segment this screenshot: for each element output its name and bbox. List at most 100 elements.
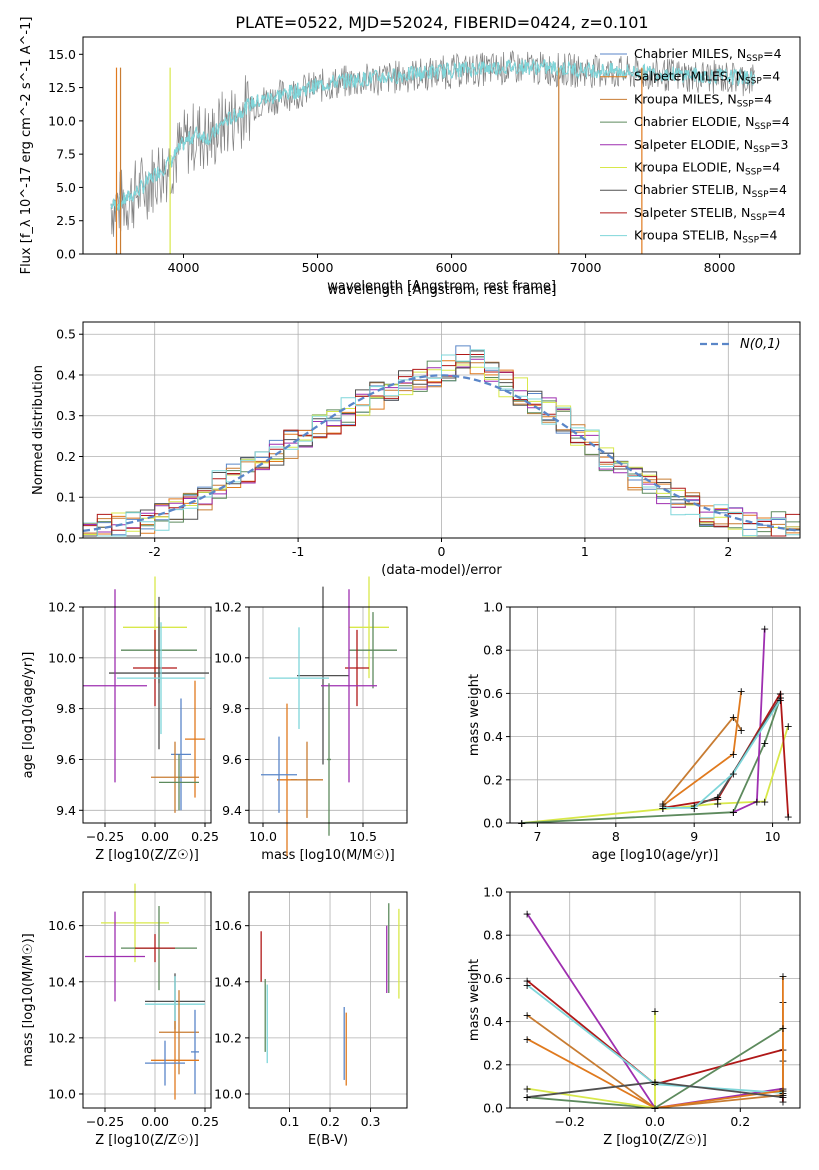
legend-subscript: SSP bbox=[753, 145, 770, 155]
x-tick-label: 10 bbox=[765, 829, 781, 844]
y-tick-label: 7.5 bbox=[56, 147, 76, 162]
weight-age-line bbox=[521, 725, 790, 824]
gaussian-curve bbox=[82, 374, 798, 533]
x-tick-label: 0.1 bbox=[280, 1114, 300, 1129]
x-axis-label: wavelength [Angstrom, rest frame] bbox=[328, 283, 557, 298]
y-tick-label: 0.3 bbox=[56, 408, 76, 423]
legend-value: =4 bbox=[763, 46, 781, 61]
weight-z-marker: + bbox=[522, 1091, 531, 1104]
y-tick-label: 0.2 bbox=[483, 772, 503, 787]
figure-title: PLATE=0522, MJD=52024, FIBERID=0424, z=0… bbox=[235, 13, 648, 32]
y-tick-label: 0.2 bbox=[56, 449, 76, 464]
y-tick-label: 5.0 bbox=[56, 180, 76, 195]
legend-subscript: SSP bbox=[745, 168, 762, 178]
weight-age-marker: + bbox=[776, 687, 785, 700]
histogram-step bbox=[83, 349, 800, 537]
legend-label: Kroupa MILES, NSSP=4 bbox=[634, 91, 772, 109]
legend-label: Kroupa STELIB, NSSP=4 bbox=[634, 228, 778, 246]
legend-value: =4 bbox=[762, 160, 780, 175]
x-tick-label: 7000 bbox=[570, 260, 602, 275]
weight-z-line bbox=[526, 976, 784, 1109]
x-tick-label: 0.00 bbox=[141, 829, 169, 844]
y-tick-label: 0.6 bbox=[483, 971, 503, 986]
y-tick-label: 10.0 bbox=[48, 1086, 76, 1101]
legend-label: Chabrier STELIB, NSSP=4 bbox=[634, 182, 787, 200]
weight-z-marker: + bbox=[522, 1091, 531, 1104]
y-tick-label: 10.2 bbox=[214, 1030, 242, 1045]
weight-age-marker: + bbox=[729, 748, 738, 761]
weight-age-marker: + bbox=[737, 724, 746, 737]
weight-z-marker: + bbox=[522, 1009, 531, 1022]
x-tick-label: −0.25 bbox=[86, 829, 124, 844]
y-tick-label: 0.4 bbox=[483, 729, 503, 744]
weight-age-marker: + bbox=[658, 802, 667, 815]
axes-frame bbox=[82, 321, 801, 539]
legend-value: =4 bbox=[754, 91, 772, 106]
weight-age-line bbox=[662, 691, 743, 807]
weight-z-marker: + bbox=[522, 1033, 531, 1046]
y-tick-label: 9.8 bbox=[222, 701, 242, 716]
y-tick-label: 10.6 bbox=[214, 918, 242, 933]
y-tick-label: 2.5 bbox=[56, 213, 76, 228]
legend-subscript: SSP bbox=[752, 190, 769, 200]
y-tick-label: 1.0 bbox=[483, 600, 503, 615]
y-tick-label: 10.2 bbox=[48, 1030, 76, 1045]
x-axis-label: age [log10(age/yr)] bbox=[592, 848, 719, 863]
x-axis-label: Z [log10(Z/Z☉)] bbox=[603, 1133, 707, 1148]
weight-z-marker: + bbox=[522, 1083, 531, 1096]
legend-label: Chabrier MILES, NSSP=4 bbox=[634, 46, 782, 64]
x-tick-label: 8 bbox=[612, 829, 620, 844]
y-tick-label: 0.2 bbox=[483, 1057, 503, 1072]
y-tick-label: 9.6 bbox=[56, 752, 76, 767]
x-tick-label: 0.2 bbox=[320, 1114, 340, 1129]
legend-value: =4 bbox=[759, 228, 777, 243]
y-tick-label: 0.8 bbox=[483, 643, 503, 658]
axes-frame bbox=[509, 606, 801, 824]
x-tick-label: 1 bbox=[581, 544, 589, 559]
weight-age-marker: + bbox=[752, 795, 761, 808]
y-tick-label: 0.4 bbox=[56, 367, 76, 382]
x-tick-label: 0.3 bbox=[361, 1114, 381, 1129]
weight-age-marker: + bbox=[713, 793, 722, 806]
y-tick-label: 0.8 bbox=[483, 928, 503, 943]
legend-subscript: SSP bbox=[754, 122, 771, 132]
weight-age-marker: + bbox=[760, 623, 769, 636]
legend-value: =4 bbox=[769, 182, 787, 197]
x-tick-label: 2 bbox=[724, 544, 732, 559]
axes-frame bbox=[248, 891, 408, 1109]
y-tick-label: 0.1 bbox=[56, 490, 76, 505]
y-tick-label: 10.2 bbox=[48, 600, 76, 615]
weight-age-marker: + bbox=[729, 806, 738, 819]
weight-age-marker: + bbox=[776, 692, 785, 705]
weight-z-marker: + bbox=[778, 1089, 787, 1102]
weight-age-marker: + bbox=[784, 811, 793, 824]
y-tick-label: 0.0 bbox=[483, 1101, 503, 1116]
weight-age-marker: + bbox=[690, 802, 699, 815]
weight-z-marker: + bbox=[778, 970, 787, 983]
weight-age-marker: + bbox=[776, 694, 785, 707]
x-tick-label: 0.25 bbox=[191, 1114, 219, 1129]
x-tick-label: 0.25 bbox=[191, 829, 219, 844]
x-axis-label: E(B-V) bbox=[308, 1133, 348, 1148]
y-tick-label: 10.0 bbox=[214, 650, 242, 665]
weight-z-marker: + bbox=[778, 1085, 787, 1098]
y-tick-label: 0.6 bbox=[483, 686, 503, 701]
weight-z-line bbox=[526, 1081, 784, 1099]
weight-age-line bbox=[662, 699, 782, 809]
legend-subscript: SSP bbox=[750, 213, 767, 223]
x-tick-label: −0.25 bbox=[86, 1114, 124, 1129]
weight-age-marker: + bbox=[713, 798, 722, 811]
y-tick-label: 0.0 bbox=[483, 816, 503, 831]
y-tick-label: 9.8 bbox=[56, 701, 76, 716]
x-axis-label: Z [log10(Z/Z☉)] bbox=[95, 848, 199, 863]
weight-z-marker: + bbox=[778, 1022, 787, 1035]
x-tick-label: 10.5 bbox=[349, 829, 377, 844]
legend-subscript: SSP bbox=[742, 236, 759, 246]
weight-age-marker: + bbox=[729, 767, 738, 780]
x-tick-label: 6000 bbox=[436, 260, 468, 275]
legend-subscript: SSP bbox=[737, 99, 754, 109]
y-axis-label: age [log10(age/yr)] bbox=[21, 652, 36, 779]
legend-label: Chabrier ELODIE, NSSP=4 bbox=[634, 114, 790, 132]
y-axis-label: Flux [f_λ 10^-17 erg cm^-2 s^-1 A^-1] bbox=[19, 17, 34, 275]
axes-frame bbox=[82, 36, 801, 255]
